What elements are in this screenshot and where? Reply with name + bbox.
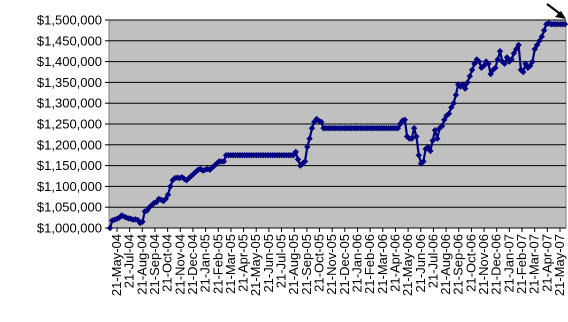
- x-tick-label: 21-Mar-05: [223, 234, 238, 294]
- x-tick-label: 21-Jun-05: [261, 234, 276, 293]
- y-tick-label: $1,150,000: [37, 158, 102, 173]
- y-tick-label: $1,300,000: [37, 96, 102, 111]
- x-tick-label: 21-Apr-05: [236, 234, 251, 292]
- x-tick-label: 21-Feb-05: [210, 234, 225, 294]
- x-tick-label: 21-Sep-04: [147, 234, 162, 295]
- x-tick-label: 21-Feb-06: [362, 234, 377, 294]
- y-tick-label: $1,350,000: [37, 75, 102, 90]
- x-tick-label: 21-Nov-05: [324, 234, 339, 295]
- x-tick-label: 21-Jan-05: [198, 234, 213, 293]
- y-tick-label: $1,100,000: [37, 179, 102, 194]
- x-tick-label: 21-Jul-05: [274, 234, 289, 288]
- y-axis-ticks: $1,000,000 $1,050,000 $1,100,000 $1,150,000…: [37, 13, 109, 236]
- y-tick-label: $1,450,000: [37, 33, 102, 48]
- x-tick-label: 21-Aug-05: [286, 234, 301, 295]
- x-tick-label: 21-Sep-06: [451, 234, 466, 295]
- annotation-arrow: [546, 3, 566, 19]
- x-tick-label: 21-Mar-06: [375, 234, 390, 294]
- x-tick-label: 21-Oct-05: [312, 234, 327, 292]
- x-tick-label: 21-Dec-06: [489, 234, 504, 295]
- x-tick-label: 21-Dec-05: [337, 234, 352, 295]
- x-tick-label: 21-Dec-04: [185, 234, 200, 295]
- x-tick-label: 21-Oct-04: [160, 234, 175, 292]
- x-tick-label: 21-Feb-07: [514, 234, 529, 294]
- x-tick-label: 21-Sep-05: [299, 234, 314, 295]
- x-tick-label: 21-May-06: [400, 234, 415, 296]
- y-tick-label: $1,200,000: [37, 137, 102, 152]
- x-tick-label: 21-May-07: [552, 234, 567, 296]
- x-tick-label: 21-Mar-07: [527, 234, 542, 294]
- x-tick-label: 21-Apr-06: [387, 234, 402, 292]
- x-tick-label: 21-May-05: [248, 234, 263, 296]
- x-axis-ticks: 21-May-0421-Jul-0421-Aug-0421-Sep-0421-O…: [109, 228, 567, 296]
- x-tick-label: 21-Jan-07: [501, 234, 516, 293]
- gridlines: [109, 19, 566, 229]
- x-tick-label: 21-Oct-06: [463, 234, 478, 292]
- x-tick-label: 21-Jan-06: [349, 234, 364, 293]
- y-tick-label: $1,400,000: [37, 54, 102, 69]
- y-tick-label: $1,500,000: [37, 13, 102, 28]
- x-tick-label: 21-May-04: [109, 234, 124, 296]
- y-tick-label: $1,000,000: [37, 221, 102, 236]
- x-tick-label: 21-Apr-07: [539, 234, 554, 292]
- x-tick-label: 21-Jun-06: [413, 234, 428, 293]
- x-tick-label: 21-Aug-04: [134, 234, 149, 295]
- x-tick-label: 21-Nov-04: [172, 234, 187, 295]
- x-tick-label: 21-Jul-04: [122, 234, 137, 288]
- x-tick-label: 21-Nov-06: [476, 234, 491, 295]
- x-tick-label: 21-Jul-06: [425, 234, 440, 288]
- x-tick-label: 21-Aug-06: [438, 234, 453, 295]
- y-tick-label: $1,050,000: [37, 200, 102, 215]
- y-tick-label: $1,250,000: [37, 117, 102, 132]
